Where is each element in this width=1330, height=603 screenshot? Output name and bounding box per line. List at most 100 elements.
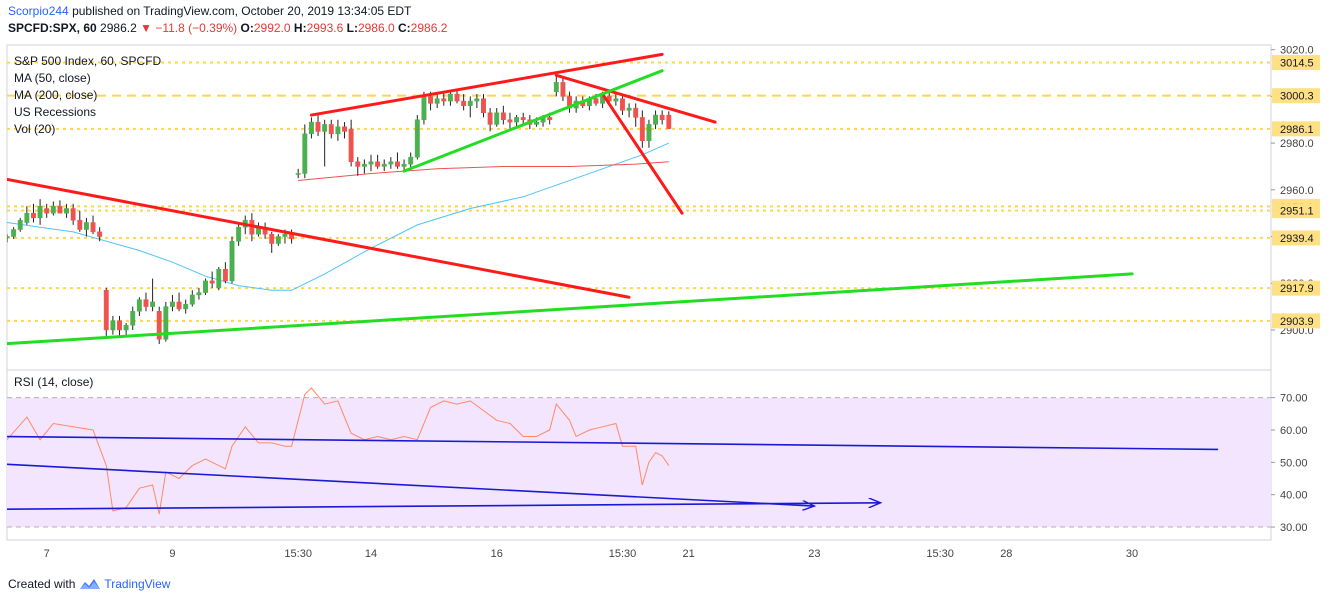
candle-body — [454, 93, 460, 102]
ohlc-low-label: L: — [346, 21, 358, 35]
level-price-label: 2903.9 — [1280, 316, 1314, 328]
candle-body — [189, 294, 195, 305]
level-price-tag — [1272, 313, 1320, 329]
candle-body — [500, 112, 506, 120]
candle-body — [315, 121, 321, 132]
candle-body — [593, 98, 599, 104]
tradingview-brand-link[interactable]: TradingView — [104, 577, 171, 591]
candle-body — [183, 304, 189, 310]
candle-body — [216, 268, 222, 289]
time-axis-label: 9 — [169, 548, 175, 560]
level-price-tag — [1272, 203, 1320, 219]
candle-body — [613, 98, 619, 102]
time-axis-label: 30 — [1126, 548, 1138, 560]
ohlc-high-value: 2993.6 — [306, 21, 344, 35]
ohlc-close-value: 2986.2 — [410, 21, 448, 35]
legend-ma50[interactable]: MA (50, close) — [14, 71, 91, 85]
legend-volume[interactable]: Vol (20) — [14, 122, 56, 136]
legend-series-title[interactable]: S&P 500 Index, 60, SPCFD — [14, 54, 162, 68]
candle-body — [355, 161, 361, 167]
rsi-band — [7, 397, 1271, 528]
candle-body — [335, 126, 341, 135]
candle-body — [520, 117, 526, 120]
candle-body — [381, 163, 387, 167]
candle-body — [203, 280, 208, 293]
candle-body — [487, 112, 493, 125]
level-price-tag — [1272, 230, 1320, 246]
candle-body — [533, 121, 539, 125]
candle-body — [626, 107, 632, 111]
candle-body — [342, 126, 347, 132]
candle-body — [646, 124, 652, 142]
red-trendline — [601, 92, 684, 215]
rsi-axis-label: 40.00 — [1280, 490, 1308, 502]
candle-body — [11, 229, 17, 237]
candle-body — [375, 161, 381, 167]
time-axis-label: 15:30 — [609, 548, 637, 560]
candle-body — [150, 301, 156, 307]
candle-body — [269, 233, 275, 244]
ohlc-high-label: H: — [293, 21, 307, 35]
time-axis-label: 14 — [365, 548, 377, 560]
candle-body — [229, 240, 235, 282]
candle-body — [83, 222, 89, 230]
candle-body — [547, 117, 553, 120]
candle-body — [44, 208, 50, 214]
time-axis-label: 7 — [44, 548, 50, 560]
candle-body — [64, 208, 70, 214]
level-price-label: 3000.3 — [1280, 91, 1314, 103]
red-trendline — [7, 177, 631, 299]
legend-rsi[interactable]: RSI (14, close) — [14, 375, 94, 389]
candle-body — [176, 301, 182, 310]
candle-body — [130, 311, 136, 326]
candle-body — [408, 156, 414, 165]
level-price-tag — [1272, 88, 1320, 104]
rsi-line — [7, 387, 670, 515]
candle-body — [295, 173, 301, 175]
rsi-plot-area — [7, 387, 1219, 515]
created-with-label: Created with — [8, 577, 76, 591]
candle-body — [361, 163, 367, 167]
time-axis-label: 28 — [1000, 548, 1012, 560]
ma200-line — [298, 161, 669, 181]
candle-body — [17, 219, 23, 230]
candle-body — [428, 96, 434, 104]
legend-us-recessions[interactable]: US Recessions — [14, 105, 97, 119]
level-price-tag — [1272, 55, 1320, 71]
published-text: published on TradingView.com, October 20… — [72, 4, 412, 18]
candle-body — [302, 133, 308, 174]
price-axis-label: 3020.0 — [1280, 45, 1314, 57]
candle-body — [395, 161, 400, 167]
candle-body — [24, 212, 30, 223]
candle-body — [209, 280, 215, 284]
candle-body — [414, 119, 420, 158]
candle-body — [441, 98, 447, 102]
candle-body — [474, 98, 480, 102]
time-axis-label: 15:30 — [926, 548, 954, 560]
candle-body — [659, 114, 665, 120]
candle-body — [50, 205, 56, 214]
tradingview-logo-icon — [80, 579, 101, 589]
ohlc-close-label: C: — [398, 21, 411, 35]
candle-body — [143, 299, 149, 307]
candle-body — [633, 107, 639, 118]
candle-body — [348, 128, 354, 163]
footer-credit: Created with TradingView — [8, 577, 170, 591]
candle-body — [467, 100, 473, 106]
time-axis-label: 15:30 — [284, 548, 312, 560]
candle-body — [90, 222, 96, 233]
author-link[interactable]: Scorpio244 — [8, 4, 69, 18]
candle-body — [117, 320, 122, 331]
candle-body — [620, 98, 625, 111]
candle-body — [421, 96, 427, 120]
legend-ma200[interactable]: MA (200, close) — [14, 88, 98, 102]
price-axis-label: 2980.0 — [1280, 138, 1314, 150]
candle-body — [170, 301, 175, 307]
candle-body — [494, 112, 500, 125]
candle-body — [110, 320, 116, 331]
time-axis-label: 21 — [683, 548, 695, 560]
candle-body — [461, 100, 467, 106]
rsi-axis-label: 70.00 — [1280, 393, 1308, 405]
rsi-arrow-trendline — [7, 503, 880, 511]
